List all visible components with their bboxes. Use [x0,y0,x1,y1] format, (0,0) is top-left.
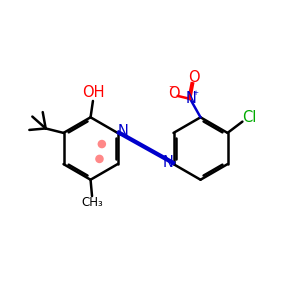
Text: N: N [185,92,196,106]
Text: N: N [118,124,128,139]
Text: N: N [163,155,174,170]
Text: $^+$: $^+$ [191,90,200,100]
Text: Cl: Cl [242,110,256,125]
Circle shape [96,155,103,163]
Text: OH: OH [82,85,104,100]
Text: $^-$: $^-$ [167,84,176,94]
Text: CH₃: CH₃ [81,196,103,209]
Text: O: O [188,70,200,85]
Text: O: O [168,86,180,101]
Circle shape [98,140,105,148]
